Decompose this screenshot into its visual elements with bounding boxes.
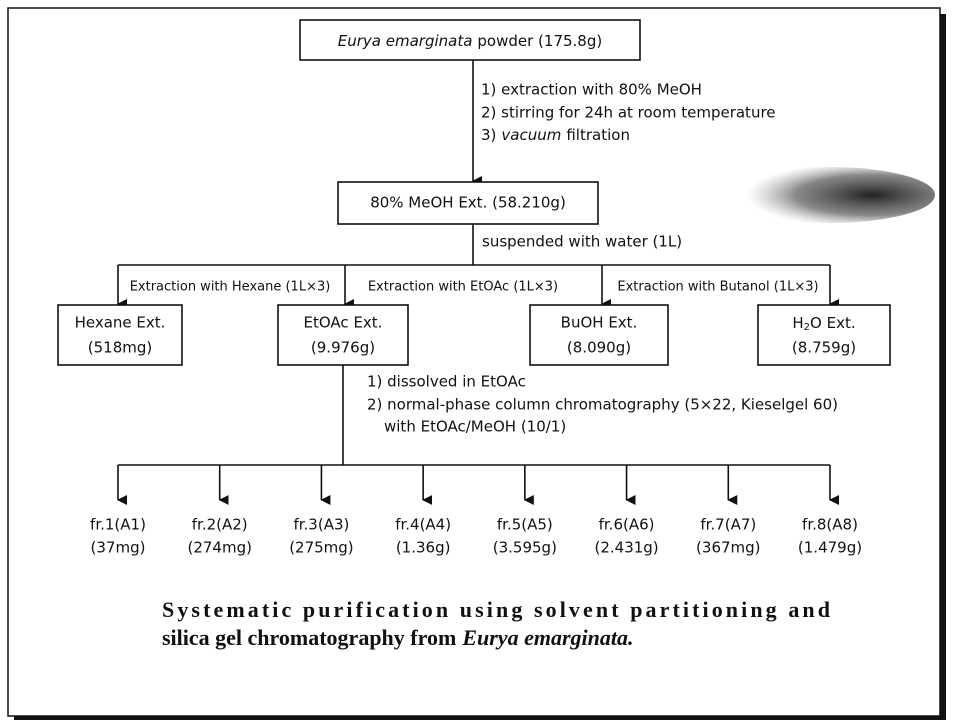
root-box xyxy=(299,19,641,61)
fraction-mass: (367mg) xyxy=(696,539,760,557)
step-prefix: 3) xyxy=(481,126,496,144)
step: 1) dissolved in EtOAc xyxy=(367,373,526,391)
step: 1) extraction with 80% MeOH xyxy=(481,81,702,99)
extract-box xyxy=(529,304,669,366)
caption-italic: Eurya emarginata. xyxy=(461,625,633,650)
step-text: filtration xyxy=(566,126,630,144)
fraction-name: fr.3(A3) xyxy=(293,516,349,534)
root-label: Eurya emarginata powder (175.8g) xyxy=(338,32,602,50)
fraction-mass: (3.595g) xyxy=(493,539,557,557)
extract-mass: (8.090g) xyxy=(567,339,631,357)
extract-box xyxy=(277,304,409,366)
fraction-mass: (37mg) xyxy=(91,539,146,557)
crude-box xyxy=(337,181,599,225)
edge-label: Extraction with Hexane (1L×3) xyxy=(130,280,331,295)
fractions: fr.1(A1) (37mg) fr.2(A2) (274mg) fr.3(A3) (27… xyxy=(90,465,862,557)
fraction-name: fr.2(A2) xyxy=(192,516,248,534)
extract-mass: (8.759g) xyxy=(792,339,856,357)
subscript: 2 xyxy=(804,322,810,333)
fraction-mass: (2.431g) xyxy=(594,539,658,557)
extract-mass: (9.976g) xyxy=(311,339,375,357)
extract-rest: O Ext. xyxy=(810,314,856,332)
extract-name: EtOAc Ext. xyxy=(304,314,383,332)
fraction-mass: (274mg) xyxy=(187,539,251,557)
fraction-name: fr.1(A1) xyxy=(90,516,146,534)
crude-label: 80% MeOH Ext. (58.210g) xyxy=(370,194,566,212)
edge-label: suspended with water (1L) xyxy=(482,233,682,251)
extract-name: BuOH Ext. xyxy=(561,314,638,332)
caption: Systematic purification using solvent pa… xyxy=(162,597,830,622)
step: with EtOAc/MeOH (10/1) xyxy=(384,418,566,436)
step-italic: vacuum xyxy=(501,126,561,144)
fraction-name: fr.6(A6) xyxy=(599,516,655,534)
root-text: powder (175.8g) xyxy=(477,32,602,50)
caption-text: silica gel chromatography from xyxy=(162,625,456,650)
extract-name: H2O Ext. xyxy=(792,314,855,334)
fraction-mass: (1.479g) xyxy=(798,539,862,557)
fraction-name: fr.5(A5) xyxy=(497,516,553,534)
extract-name: Hexane Ext. xyxy=(75,314,166,332)
edge-label: Extraction with Butanol (1L×3) xyxy=(617,280,818,295)
extract-box xyxy=(757,304,891,366)
fraction-mass: (275mg) xyxy=(289,539,353,557)
scan-smudge xyxy=(725,167,935,223)
extract-mass: (518mg) xyxy=(88,339,152,357)
fraction-name: fr.4(A4) xyxy=(395,516,451,534)
extract-box xyxy=(57,304,183,366)
edge-label: Extraction with EtOAc (1L×3) xyxy=(368,280,558,295)
fraction-name: fr.7(A7) xyxy=(700,516,756,534)
root-italic: Eurya emarginata xyxy=(338,32,473,50)
step: 2) stirring for 24h at room temperature xyxy=(481,104,776,122)
fraction-name: fr.8(A8) xyxy=(802,516,858,534)
caption: silica gel chromatography from Eurya emar… xyxy=(162,625,633,650)
step: 2) normal-phase column chromatography (5… xyxy=(367,396,838,414)
h: H xyxy=(792,314,803,332)
fraction-mass: (1.36g) xyxy=(396,539,451,557)
step: 3) vacuum filtration xyxy=(481,126,630,144)
